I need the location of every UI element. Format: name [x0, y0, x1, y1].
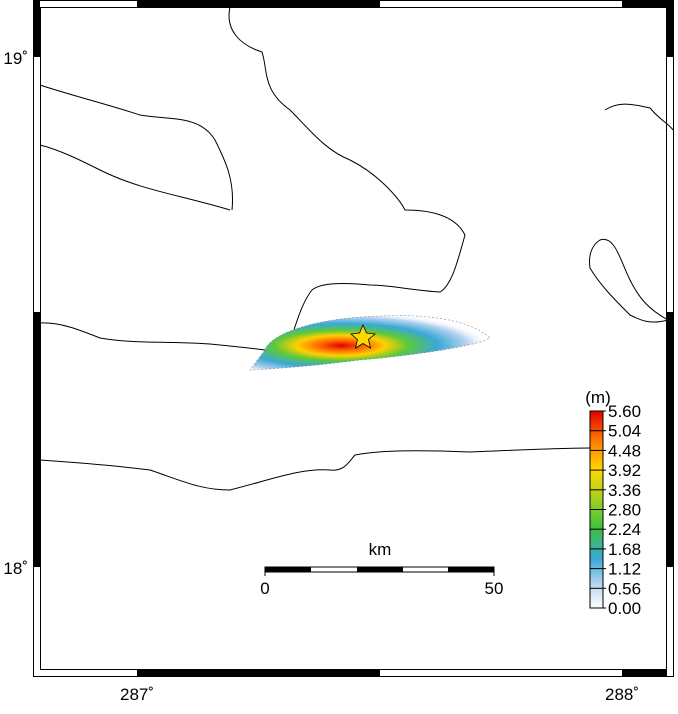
- lon-label: 288˚: [605, 685, 639, 704]
- scale-bar: [264, 566, 495, 576]
- colorbar-label: 3.36: [608, 481, 641, 500]
- colorbar-label: 3.92: [608, 461, 641, 480]
- colorbar-label: 2.24: [608, 520, 641, 539]
- colorbar-label: 0.00: [608, 599, 641, 618]
- coastlines: [39, 6, 674, 491]
- colorbar-label: 2.80: [608, 501, 641, 520]
- lon-label: 287˚: [120, 685, 154, 704]
- colorbar-label: 1.12: [608, 560, 641, 579]
- colorbar-label: 0.56: [608, 579, 641, 598]
- slip-patch: [249, 315, 491, 371]
- lat-label: 18˚: [3, 559, 28, 578]
- colorbar-label: 4.48: [608, 441, 641, 460]
- colorbar-label: 1.68: [608, 540, 641, 559]
- lat-label: 19˚: [3, 49, 28, 68]
- scale-label: 50: [485, 579, 504, 598]
- scale-label: 0: [260, 579, 269, 598]
- colorbar-unit: (m): [585, 388, 610, 407]
- scale-unit: km: [369, 540, 392, 559]
- colorbar-label: 5.60: [608, 402, 641, 421]
- frame: [33, 0, 674, 677]
- epicenter: [350, 324, 376, 349]
- colorbar-label: 5.04: [608, 422, 641, 441]
